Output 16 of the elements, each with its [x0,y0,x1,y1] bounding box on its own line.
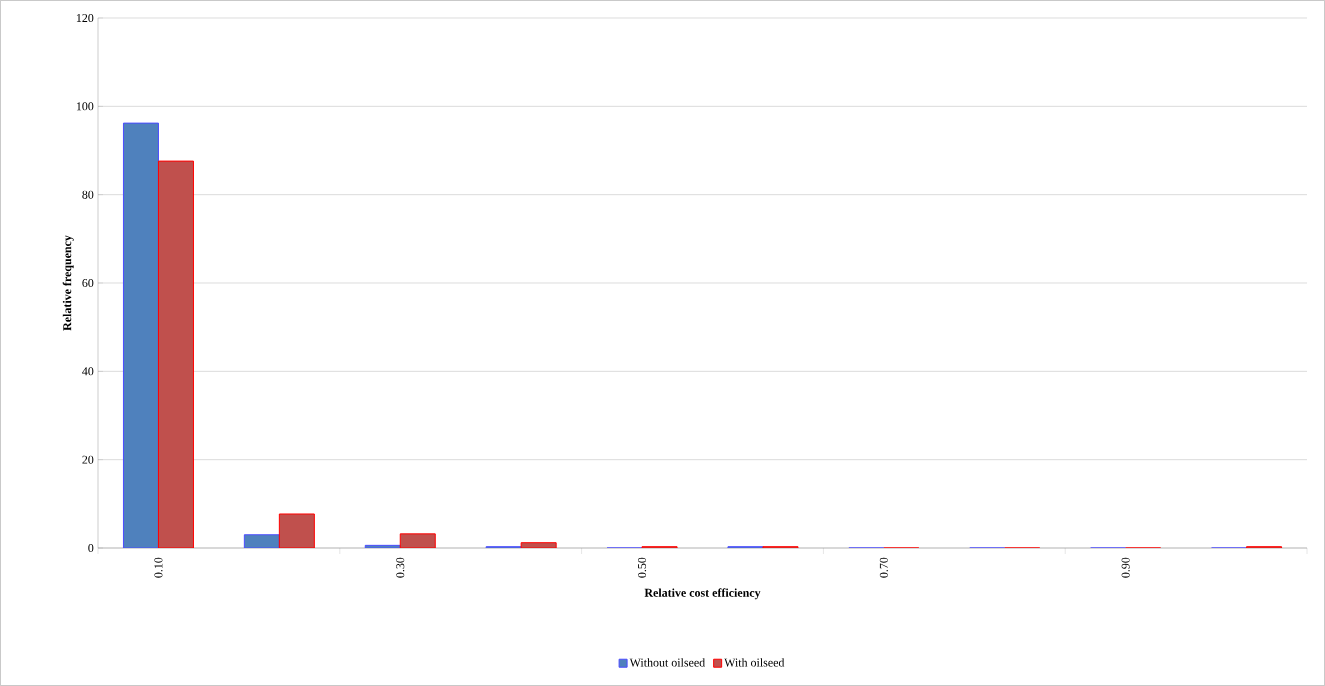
y-axis-title: Relative frequency [62,235,74,331]
y-tick-label: 0 [88,543,94,553]
x-tick-label: 0.30 [396,557,405,578]
y-tick-label: 40 [82,367,94,376]
x-axis-title: Relative cost efficiency [644,588,761,600]
legend-label: Without oilseed [629,658,705,667]
x-tick-label: 0.70 [879,557,888,578]
y-tick-label: 100 [76,102,94,111]
y-tick-label: 120 [76,13,94,23]
x-tick-label: 0.50 [637,557,647,578]
x-tick-label: 0.10 [154,557,163,578]
y-tick-label: 80 [82,190,94,199]
x-tick-label: 0.90 [1121,557,1130,578]
y-tick-label: 60 [82,278,94,288]
legend-label: With oilseed [724,658,785,667]
y-tick-label: 20 [82,455,94,464]
